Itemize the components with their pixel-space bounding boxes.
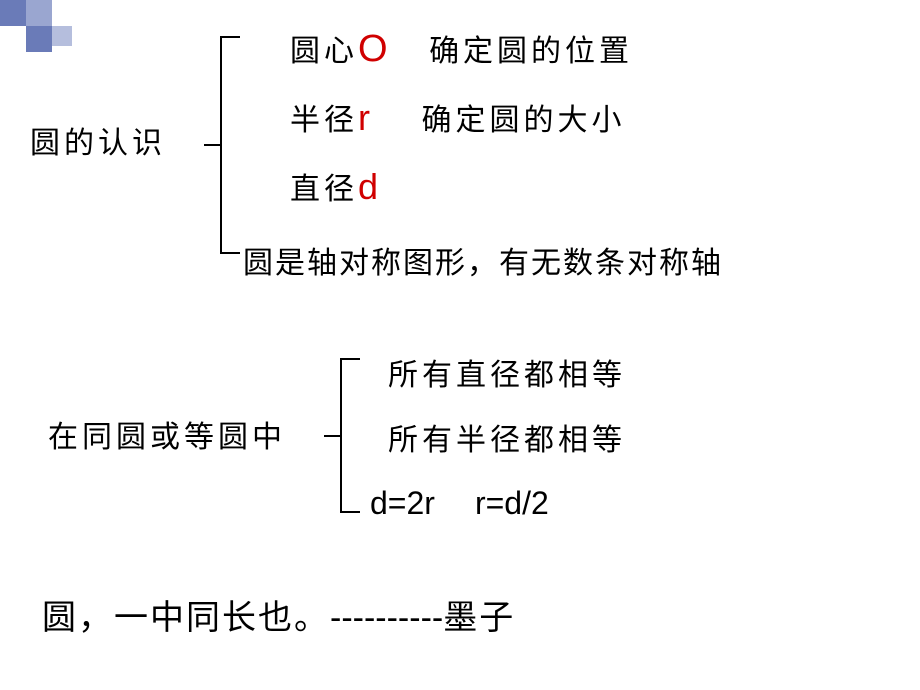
deco-sq <box>26 0 52 26</box>
prefix: 直径 <box>290 173 358 206</box>
desc: 确定圆的大小 <box>422 104 626 137</box>
symbol-r: r <box>358 97 370 138</box>
footer-quote: 圆，一中同长也。----------墨子 <box>42 590 515 639</box>
formula-r: r=d/2 <box>475 485 549 521</box>
deco-sq <box>52 26 72 46</box>
group1-label: 圆的认识 <box>30 118 166 162</box>
quote-dash: ---------- <box>330 599 443 637</box>
symbol-O: O <box>358 28 388 70</box>
deco-sq <box>26 26 52 52</box>
prefix: 圆心 <box>290 35 358 68</box>
deco-sq <box>0 0 26 26</box>
desc: 确定圆的位置 <box>429 35 633 68</box>
group2-label: 在同圆或等圆中 <box>48 412 286 456</box>
group2-item-2: 所有半径都相等 <box>388 415 626 459</box>
formula-d: d=2r <box>370 485 435 521</box>
group1-bracket <box>220 36 222 254</box>
group1-item-3: 直径d <box>290 164 378 208</box>
symbol-d: d <box>358 166 378 207</box>
group1-item-2: 半径r 确定圆的大小 <box>290 95 626 139</box>
quote-author: 墨子 <box>443 600 515 637</box>
quote-text: 圆，一中同长也。 <box>42 600 330 637</box>
group2-item-1: 所有直径都相等 <box>388 350 626 394</box>
prefix: 半径 <box>290 104 358 137</box>
group1-item-1: 圆心O 确定圆的位置 <box>290 26 633 71</box>
group2-bracket <box>340 358 342 513</box>
group1-item-4: 圆是轴对称图形，有无数条对称轴 <box>243 238 723 282</box>
group2-item-3: d=2r r=d/2 <box>370 485 549 522</box>
